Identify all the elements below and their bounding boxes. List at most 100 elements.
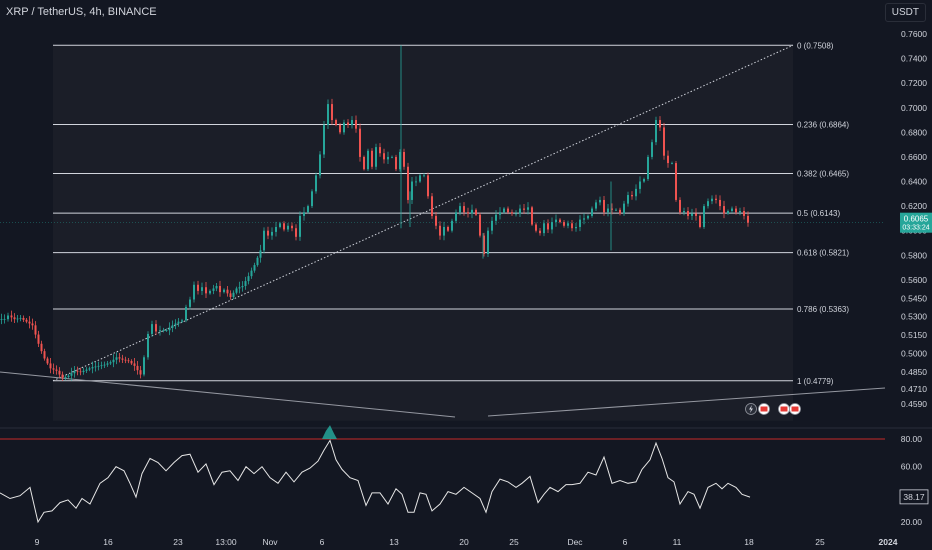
us-flag-event-icon[interactable] <box>778 403 790 415</box>
candle-body <box>347 122 349 125</box>
candle-body <box>133 363 136 366</box>
support-trend-line <box>487 387 886 417</box>
candle-body <box>250 270 253 277</box>
time-axis-tick: 16 <box>103 537 113 547</box>
rsi-axis-tick: 20.00 <box>901 517 923 527</box>
candle-body <box>563 222 565 226</box>
candle-body <box>411 181 413 200</box>
candle-body <box>503 208 505 213</box>
candle-body <box>130 360 133 364</box>
candle-body <box>515 213 517 215</box>
candle-body <box>319 154 321 176</box>
candle-body <box>115 357 118 360</box>
candle-body <box>467 212 469 214</box>
lightning-icon[interactable] <box>745 403 757 415</box>
candle-body <box>383 153 385 160</box>
candle-body <box>76 370 79 372</box>
candle-body <box>599 199 601 203</box>
candle-body <box>43 351 46 359</box>
candle-body <box>715 198 717 200</box>
candle-body <box>112 359 115 363</box>
candle-body <box>40 343 43 352</box>
candle-body <box>463 206 465 213</box>
candle-body <box>91 367 94 369</box>
price-axis-tick: 0.4850 <box>901 367 927 377</box>
candle-body <box>219 285 221 293</box>
candle-body <box>97 365 100 367</box>
candle-body <box>201 287 203 291</box>
candle-body <box>403 152 405 167</box>
candle-body <box>575 226 577 229</box>
candle-body <box>523 208 525 210</box>
candle-body <box>177 321 180 324</box>
us-flag-event-icon[interactable] <box>758 403 770 415</box>
candle-body <box>451 220 453 231</box>
candle-body <box>31 323 34 326</box>
time-axis-tick: 11 <box>673 537 682 547</box>
candle-body <box>103 364 106 366</box>
candle-body <box>539 230 541 234</box>
candle-body <box>223 289 225 293</box>
candle-body <box>519 208 521 214</box>
candle-body <box>559 219 561 223</box>
candle-body <box>547 223 549 230</box>
candle-body <box>165 330 168 332</box>
candle-body <box>13 317 16 320</box>
candle-body <box>323 124 325 155</box>
candle-body <box>147 333 149 358</box>
candle-body <box>639 181 641 189</box>
fib-level-label: 0.786 (0.5363) <box>797 305 849 314</box>
candle-body <box>79 371 82 373</box>
price-axis-tick: 0.4710 <box>901 384 927 394</box>
candle-body <box>22 317 25 320</box>
candle-body <box>263 230 265 251</box>
candle-body <box>631 195 633 197</box>
candle-body <box>671 163 673 164</box>
rsi-overbought-fill <box>322 425 337 439</box>
time-axis-tick: Dec <box>567 537 583 547</box>
candle-body <box>339 124 341 133</box>
candle-body <box>607 208 609 213</box>
price-axis-tick: 0.5800 <box>901 250 927 260</box>
candle-body <box>391 156 393 158</box>
candle-body <box>483 235 485 255</box>
candle-body <box>439 225 441 236</box>
candle-body <box>226 289 229 294</box>
rsi-value-box <box>899 489 929 505</box>
fib-level-label: 0.236 (0.6864) <box>797 120 849 129</box>
candle-body <box>571 223 573 229</box>
currency-button[interactable]: USDT <box>884 3 926 22</box>
candle-body <box>427 175 429 197</box>
candle-body <box>739 211 741 213</box>
candle-body <box>707 201 709 207</box>
candle-body <box>475 209 477 215</box>
candle-body <box>663 127 665 156</box>
candle-body <box>307 206 309 213</box>
candle-body <box>283 223 285 230</box>
candle-body <box>543 223 545 234</box>
candle-body <box>363 156 365 170</box>
candle-body <box>58 370 61 375</box>
candle-body <box>143 357 145 375</box>
us-flag-event-icon[interactable] <box>789 403 801 415</box>
fib-zone-background <box>53 45 793 421</box>
candle-body <box>85 369 88 371</box>
candle-body <box>3 319 6 320</box>
candle-body <box>303 212 305 216</box>
candle-body <box>471 209 473 214</box>
candle-body <box>527 207 529 210</box>
candle-body <box>379 147 381 154</box>
price-axis-tick: 0.7400 <box>901 54 927 64</box>
candle-body <box>279 223 281 227</box>
candle-body <box>355 120 357 129</box>
candle-body <box>723 206 725 214</box>
candle-body <box>387 156 389 160</box>
candle-body <box>619 209 621 214</box>
candle-body <box>531 207 533 225</box>
candle-body <box>627 195 629 204</box>
candle-body <box>351 120 353 125</box>
candle-body <box>343 122 345 133</box>
price-axis-tick: 0.6600 <box>901 152 927 162</box>
candle-body <box>423 175 425 177</box>
